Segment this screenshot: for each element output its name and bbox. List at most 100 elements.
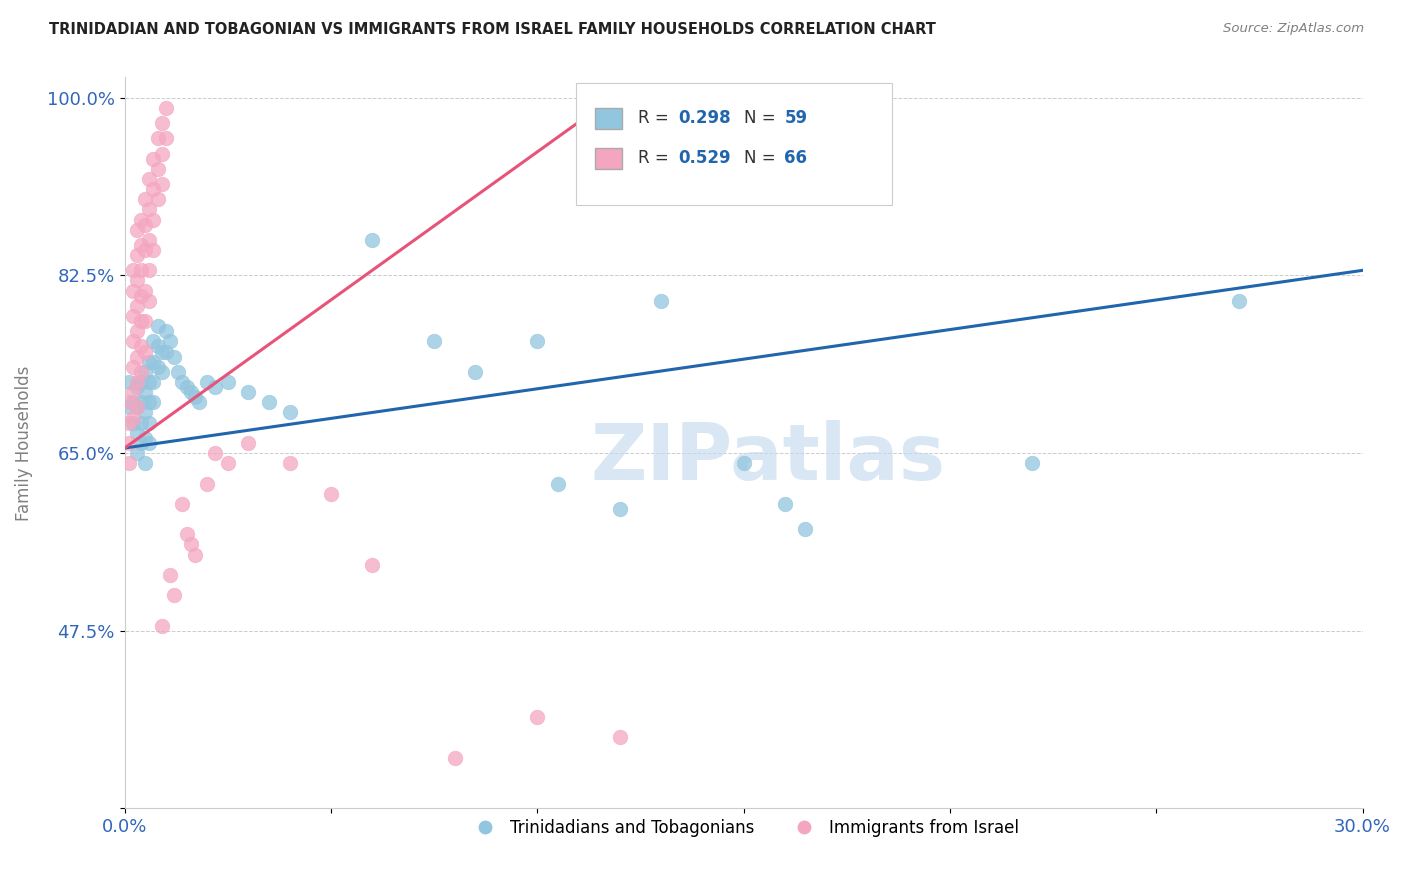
- Point: [423, 334, 446, 349]
- Text: 0.298: 0.298: [678, 109, 731, 127]
- Point: [150, 146, 173, 161]
- Point: [129, 365, 152, 379]
- Point: [150, 618, 173, 632]
- Point: [138, 416, 160, 430]
- Point: [121, 284, 143, 298]
- Point: [134, 405, 156, 419]
- Text: TRINIDADIAN AND TOBAGONIAN VS IMMIGRANTS FROM ISRAEL FAMILY HOUSEHOLDS CORRELATI: TRINIDADIAN AND TOBAGONIAN VS IMMIGRANTS…: [49, 22, 936, 37]
- Point: [138, 263, 160, 277]
- Point: [125, 299, 148, 313]
- Point: [146, 319, 169, 334]
- Point: [142, 182, 165, 196]
- Point: [129, 339, 152, 353]
- Point: [238, 385, 260, 400]
- Point: [129, 375, 152, 389]
- Point: [526, 710, 548, 724]
- Point: [129, 238, 152, 252]
- Text: Source: ZipAtlas.com: Source: ZipAtlas.com: [1223, 22, 1364, 36]
- Point: [142, 355, 165, 369]
- Point: [125, 425, 148, 440]
- Point: [184, 548, 207, 562]
- Point: [121, 410, 143, 425]
- Point: [134, 284, 156, 298]
- Point: [121, 385, 143, 400]
- Point: [217, 375, 239, 389]
- Point: [138, 355, 160, 369]
- Y-axis label: Family Households: Family Households: [15, 365, 32, 521]
- Point: [176, 380, 198, 394]
- Point: [118, 416, 141, 430]
- Point: [118, 436, 141, 450]
- Text: 0.529: 0.529: [678, 149, 731, 167]
- Point: [134, 344, 156, 359]
- Point: [125, 401, 148, 415]
- Point: [650, 293, 672, 308]
- Text: N =: N =: [744, 149, 780, 167]
- Point: [150, 177, 173, 191]
- Point: [150, 344, 173, 359]
- Point: [146, 339, 169, 353]
- Point: [172, 497, 194, 511]
- Point: [150, 116, 173, 130]
- Point: [134, 456, 156, 470]
- Point: [138, 293, 160, 308]
- Point: [180, 385, 202, 400]
- Point: [142, 334, 165, 349]
- Point: [118, 401, 141, 415]
- Point: [146, 192, 169, 206]
- Point: [142, 243, 165, 257]
- Point: [121, 309, 143, 323]
- Point: [361, 233, 384, 247]
- Point: [794, 522, 817, 536]
- Point: [125, 375, 148, 389]
- Point: [159, 334, 181, 349]
- Point: [134, 385, 156, 400]
- Point: [187, 395, 209, 409]
- Point: [134, 365, 156, 379]
- Point: [134, 243, 156, 257]
- Legend: Trinidadians and Tobagonians, Immigrants from Israel: Trinidadians and Tobagonians, Immigrants…: [461, 813, 1026, 844]
- Point: [361, 558, 384, 572]
- Point: [134, 218, 156, 232]
- Point: [129, 314, 152, 328]
- Point: [195, 375, 218, 389]
- Text: R =: R =: [638, 109, 675, 127]
- Point: [176, 527, 198, 541]
- Point: [125, 401, 148, 415]
- Point: [547, 476, 569, 491]
- Point: [142, 375, 165, 389]
- Point: [118, 375, 141, 389]
- Text: R =: R =: [638, 149, 675, 167]
- Point: [155, 324, 177, 338]
- Point: [121, 395, 143, 409]
- Point: [609, 502, 631, 516]
- FancyBboxPatch shape: [595, 148, 623, 169]
- Point: [733, 456, 755, 470]
- Point: [180, 537, 202, 551]
- Point: [142, 212, 165, 227]
- FancyBboxPatch shape: [576, 83, 893, 205]
- Point: [125, 324, 148, 338]
- FancyBboxPatch shape: [595, 108, 623, 128]
- Point: [238, 436, 260, 450]
- Point: [609, 731, 631, 745]
- Point: [319, 486, 342, 500]
- Point: [138, 375, 160, 389]
- Point: [134, 314, 156, 328]
- Point: [155, 131, 177, 145]
- Point: [121, 416, 143, 430]
- Point: [138, 233, 160, 247]
- Point: [204, 446, 226, 460]
- Point: [118, 456, 141, 470]
- Point: [125, 350, 148, 364]
- Point: [125, 273, 148, 287]
- Point: [138, 395, 160, 409]
- Point: [464, 365, 486, 379]
- Point: [278, 456, 301, 470]
- Point: [146, 131, 169, 145]
- Point: [125, 380, 148, 394]
- Point: [172, 375, 194, 389]
- Text: 66: 66: [785, 149, 807, 167]
- Point: [159, 568, 181, 582]
- Text: N =: N =: [744, 109, 780, 127]
